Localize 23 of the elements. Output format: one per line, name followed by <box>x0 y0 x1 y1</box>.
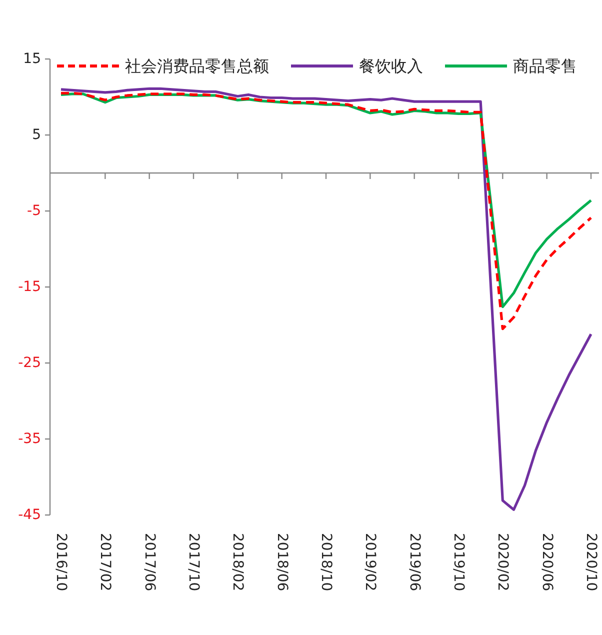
x-tick-label: 2018/10 <box>318 533 334 592</box>
x-tick-label: 2016/10 <box>53 533 69 592</box>
y-tick-label: -25 <box>18 355 41 371</box>
y-tick-label: -15 <box>18 279 41 295</box>
y-tick-label: -35 <box>18 431 41 447</box>
x-tick-label: 2017/06 <box>141 533 158 592</box>
legend-label: 商品零售 <box>513 56 577 76</box>
y-tick-label: -45 <box>18 507 41 523</box>
x-tick-label: 2018/02 <box>230 533 246 592</box>
legend-label: 餐饮收入 <box>359 56 423 76</box>
legend-label: 社会消费品零售总额 <box>125 56 269 76</box>
x-tick-label: 2018/06 <box>274 533 290 592</box>
x-tick-label: 2019/02 <box>362 533 378 592</box>
x-tick-label: 2020/10 <box>583 533 599 592</box>
x-tick-label: 2019/10 <box>450 533 466 592</box>
y-tick-label: 5 <box>32 127 41 143</box>
x-tick-label: 2020/02 <box>494 533 511 592</box>
x-tick-label: 2020/06 <box>538 533 555 592</box>
x-tick-label: 2017/10 <box>186 533 202 592</box>
x-tick-label: 2019/06 <box>406 533 422 592</box>
y-tick-label: -5 <box>27 203 41 219</box>
x-tick-label: 2017/02 <box>97 533 114 592</box>
y-tick-label: 15 <box>23 51 41 67</box>
